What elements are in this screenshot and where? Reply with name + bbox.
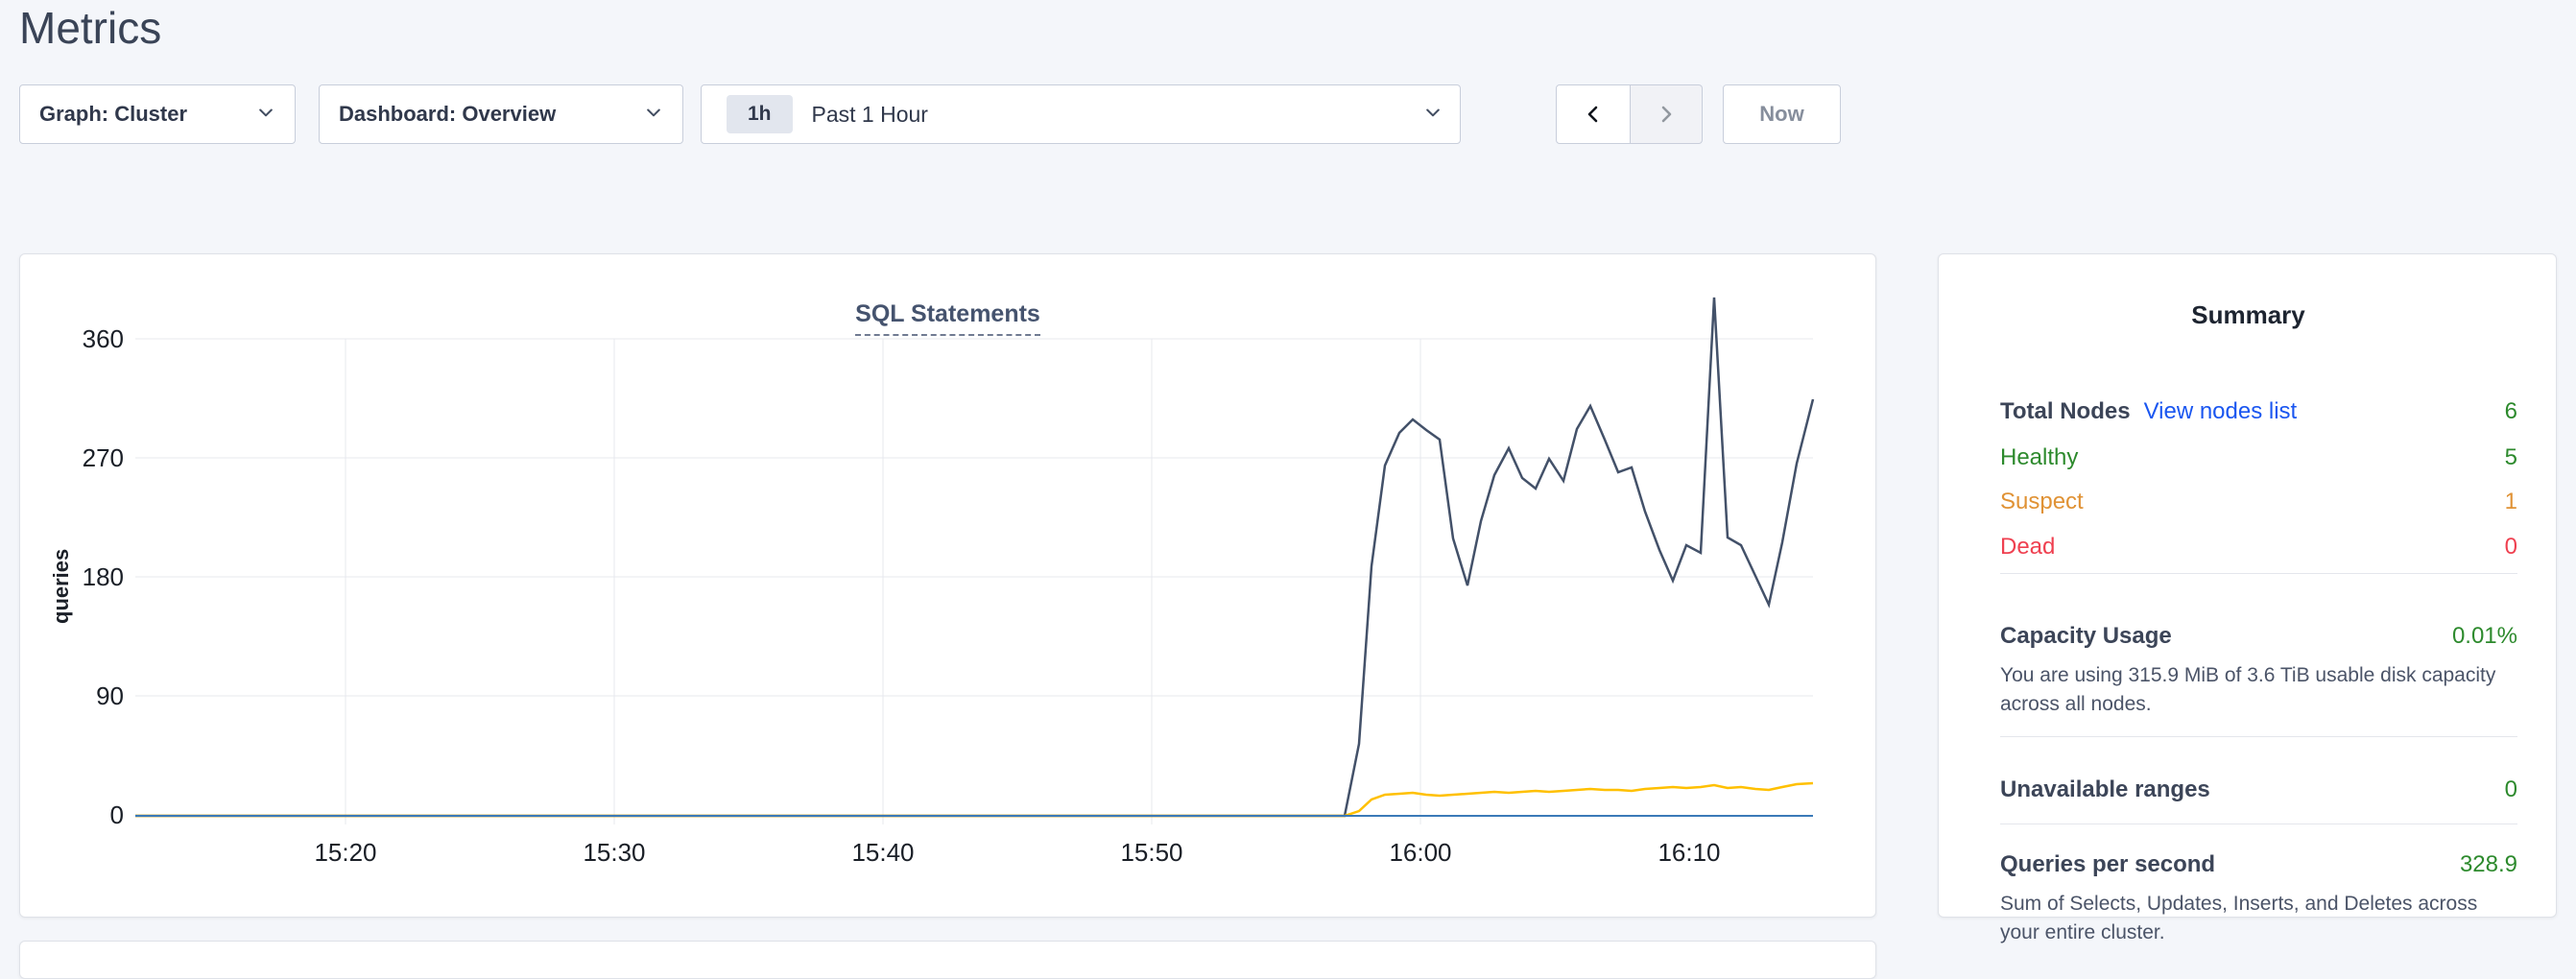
- svg-text:16:10: 16:10: [1658, 838, 1720, 867]
- svg-text:15:40: 15:40: [851, 838, 914, 867]
- svg-text:15:30: 15:30: [583, 838, 645, 867]
- svg-text:15:20: 15:20: [314, 838, 376, 867]
- svg-text:16:00: 16:00: [1389, 838, 1451, 867]
- svg-text:180: 180: [83, 562, 124, 591]
- svg-text:15:50: 15:50: [1120, 838, 1182, 867]
- svg-text:0: 0: [110, 800, 124, 829]
- svg-text:270: 270: [83, 443, 124, 472]
- svg-text:90: 90: [96, 681, 124, 710]
